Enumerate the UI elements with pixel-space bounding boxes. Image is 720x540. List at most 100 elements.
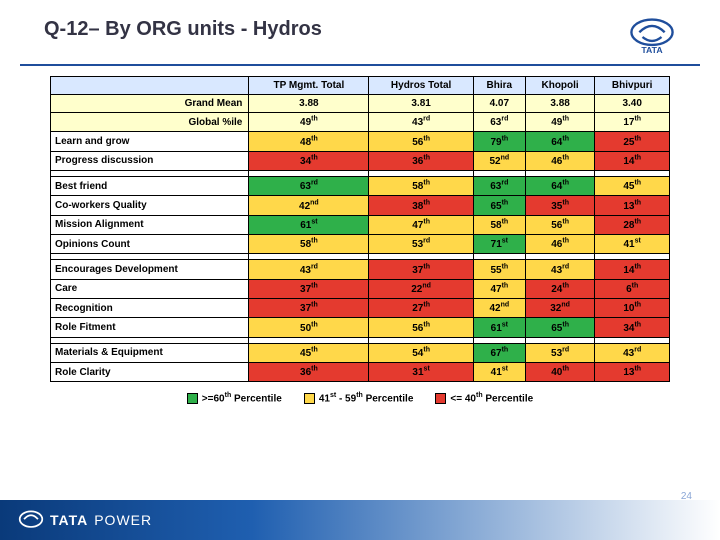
- data-cell: 14th: [595, 260, 670, 279]
- data-cell: 24th: [525, 279, 595, 298]
- row-label: Grand Mean: [51, 95, 249, 113]
- data-cell: 61st: [473, 318, 525, 337]
- data-cell: 31st: [369, 362, 473, 381]
- table-row: Role Clarity36th31st41st40th13th: [51, 362, 670, 381]
- data-cell: 56th: [369, 132, 473, 151]
- pct-cell: 43rd: [369, 113, 473, 132]
- data-cell: 43rd: [595, 343, 670, 362]
- footer-bar: TATA POWER: [0, 500, 720, 540]
- data-cell: 34th: [595, 318, 670, 337]
- pct-cell: 17th: [595, 113, 670, 132]
- row-label: Materials & Equipment: [51, 343, 249, 362]
- data-cell: 65th: [525, 318, 595, 337]
- row-label: Best friend: [51, 176, 249, 195]
- data-cell: 34th: [249, 151, 369, 170]
- pct-cell: 63rd: [473, 113, 525, 132]
- column-header: TP Mgmt. Total: [249, 77, 369, 95]
- legend-item: 41st - 59th Percentile: [304, 392, 414, 404]
- legend-label: 41st - 59th Percentile: [319, 392, 414, 404]
- table-row: Role Fitment50th56th61st65th34th: [51, 318, 670, 337]
- column-header: Bhira: [473, 77, 525, 95]
- column-header: [51, 77, 249, 95]
- legend-label: <= 40th Percentile: [450, 392, 533, 404]
- page-title: Q-12– By ORG units - Hydros: [44, 18, 322, 41]
- data-cell: 10th: [595, 298, 670, 317]
- table-row: Encourages Development43rd37th55th43rd14…: [51, 260, 670, 279]
- mean-cell: 4.07: [473, 95, 525, 113]
- data-cell: 43rd: [525, 260, 595, 279]
- tata-logo: TATA: [628, 18, 676, 56]
- data-cell: 58th: [473, 215, 525, 234]
- data-cell: 41st: [595, 234, 670, 253]
- legend-label: >=60th Percentile: [202, 392, 282, 404]
- column-header: Bhivpuri: [595, 77, 670, 95]
- row-label: Role Clarity: [51, 362, 249, 381]
- table-row: Materials & Equipment45th54th67th53rd43r…: [51, 343, 670, 362]
- brand-tata: TATA: [50, 512, 88, 528]
- data-cell: 67th: [473, 343, 525, 362]
- table-row: Learn and grow48th56th79th64th25th: [51, 132, 670, 151]
- data-cell: 36th: [249, 362, 369, 381]
- legend-item: <= 40th Percentile: [435, 392, 533, 404]
- mean-cell: 3.81: [369, 95, 473, 113]
- data-cell: 64th: [525, 132, 595, 151]
- data-cell: 37th: [369, 260, 473, 279]
- data-cell: 63rd: [473, 176, 525, 195]
- grand-mean-row: Grand Mean3.883.814.073.883.40: [51, 95, 670, 113]
- data-cell: 40th: [525, 362, 595, 381]
- footer-brand: TATA POWER: [18, 509, 152, 531]
- data-cell: 37th: [249, 298, 369, 317]
- data-cell: 64th: [525, 176, 595, 195]
- column-header: Hydros Total: [369, 77, 473, 95]
- mean-cell: 3.88: [525, 95, 595, 113]
- data-table: TP Mgmt. TotalHydros TotalBhiraKhopoliBh…: [50, 76, 670, 382]
- data-cell: 56th: [525, 215, 595, 234]
- row-label: Global %ile: [51, 113, 249, 132]
- data-cell: 47th: [369, 215, 473, 234]
- data-cell: 53rd: [525, 343, 595, 362]
- data-cell: 45th: [249, 343, 369, 362]
- data-cell: 65th: [473, 196, 525, 215]
- table-row: Care37th22nd47th24th6th: [51, 279, 670, 298]
- row-label: Care: [51, 279, 249, 298]
- data-cell: 37th: [249, 279, 369, 298]
- data-cell: 13th: [595, 196, 670, 215]
- legend-swatch: [187, 393, 198, 404]
- data-cell: 38th: [369, 196, 473, 215]
- svg-text:TATA: TATA: [641, 45, 663, 55]
- table-row: Opinions Count58th53rd71st46th41st: [51, 234, 670, 253]
- data-cell: 55th: [473, 260, 525, 279]
- data-cell: 35th: [525, 196, 595, 215]
- data-cell: 28th: [595, 215, 670, 234]
- data-cell: 25th: [595, 132, 670, 151]
- data-cell: 27th: [369, 298, 473, 317]
- data-cell: 42nd: [473, 298, 525, 317]
- row-label: Learn and grow: [51, 132, 249, 151]
- data-cell: 36th: [369, 151, 473, 170]
- data-cell: 61st: [249, 215, 369, 234]
- data-cell: 46th: [525, 151, 595, 170]
- column-header: Khopoli: [525, 77, 595, 95]
- data-cell: 53rd: [369, 234, 473, 253]
- data-cell: 58th: [249, 234, 369, 253]
- data-cell: 56th: [369, 318, 473, 337]
- row-label: Encourages Development: [51, 260, 249, 279]
- data-cell: 79th: [473, 132, 525, 151]
- legend-swatch: [304, 393, 315, 404]
- data-cell: 13th: [595, 362, 670, 381]
- row-label: Mission Alignment: [51, 215, 249, 234]
- legend: >=60th Percentile 41st - 59th Percentile <…: [50, 392, 670, 404]
- table-row: Best friend63rd58th63rd64th45th: [51, 176, 670, 195]
- row-label: Opinions Count: [51, 234, 249, 253]
- data-cell: 71st: [473, 234, 525, 253]
- data-cell: 45th: [595, 176, 670, 195]
- data-cell: 58th: [369, 176, 473, 195]
- data-cell: 41st: [473, 362, 525, 381]
- legend-item: >=60th Percentile: [187, 392, 282, 404]
- table-row: Mission Alignment61st47th58th56th28th: [51, 215, 670, 234]
- mean-cell: 3.40: [595, 95, 670, 113]
- data-cell: 43rd: [249, 260, 369, 279]
- data-cell: 63rd: [249, 176, 369, 195]
- pct-cell: 49th: [249, 113, 369, 132]
- data-cell: 14th: [595, 151, 670, 170]
